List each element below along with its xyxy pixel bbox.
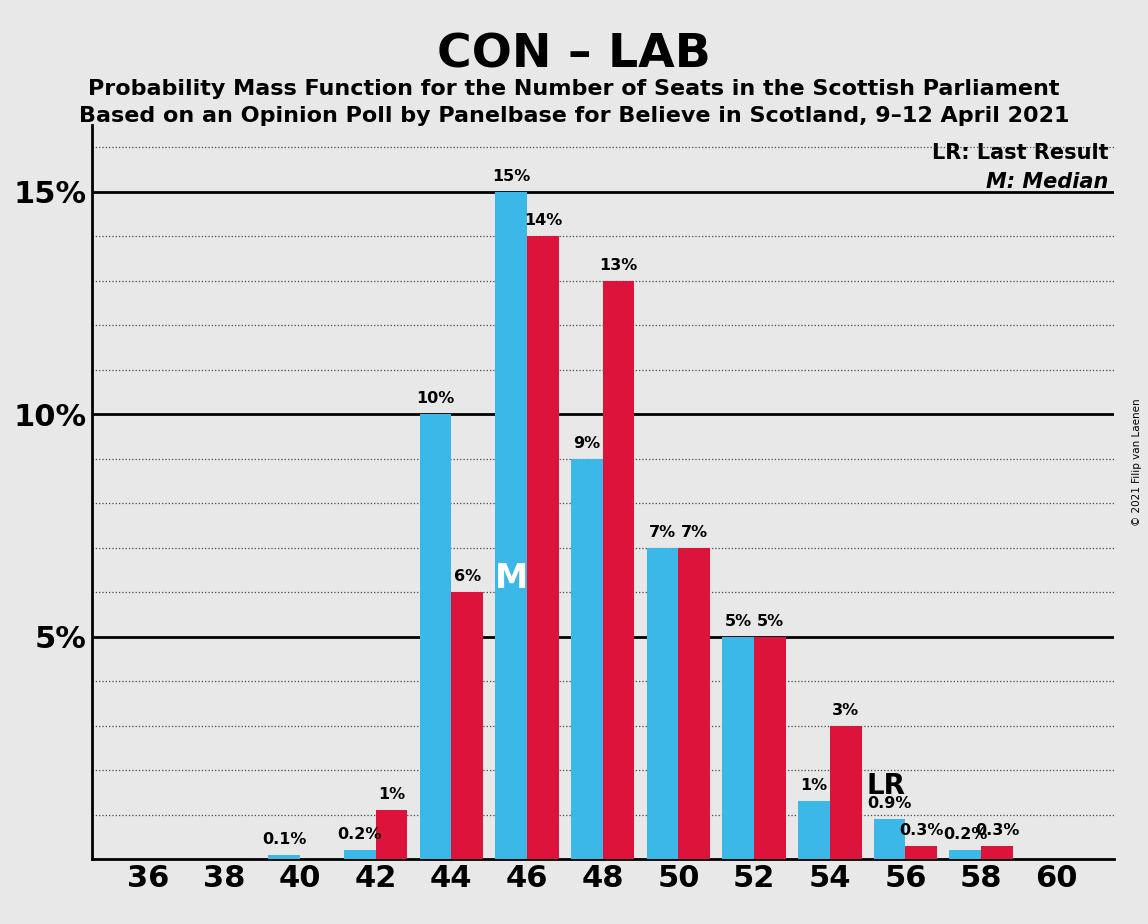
Text: 5%: 5% xyxy=(757,614,784,628)
Text: 6%: 6% xyxy=(453,569,481,584)
Text: 1%: 1% xyxy=(800,778,828,794)
Text: 14%: 14% xyxy=(523,213,563,228)
Text: M: M xyxy=(495,563,528,595)
Text: 10%: 10% xyxy=(417,391,455,407)
Bar xyxy=(982,846,1013,859)
Bar xyxy=(527,236,559,859)
Bar xyxy=(269,855,300,859)
Text: Probability Mass Function for the Number of Seats in the Scottish Parliament: Probability Mass Function for the Number… xyxy=(88,79,1060,99)
Bar xyxy=(451,592,483,859)
Bar xyxy=(830,725,861,859)
Text: 0.9%: 0.9% xyxy=(868,796,912,811)
Bar xyxy=(571,458,603,859)
Text: M: Median: M: Median xyxy=(986,173,1109,192)
Bar xyxy=(798,801,830,859)
Bar xyxy=(603,281,635,859)
Text: © 2021 Filip van Laenen: © 2021 Filip van Laenen xyxy=(1132,398,1142,526)
Bar xyxy=(375,810,408,859)
Text: 0.3%: 0.3% xyxy=(975,823,1019,838)
Text: CON – LAB: CON – LAB xyxy=(437,32,711,78)
Bar xyxy=(874,820,906,859)
Text: 0.2%: 0.2% xyxy=(943,827,987,843)
Text: 1%: 1% xyxy=(378,787,405,802)
Text: 13%: 13% xyxy=(599,258,638,273)
Bar xyxy=(646,548,678,859)
Bar xyxy=(419,414,451,859)
Bar xyxy=(722,637,754,859)
Bar xyxy=(906,846,937,859)
Bar xyxy=(495,191,527,859)
Text: 7%: 7% xyxy=(681,525,708,540)
Text: Based on an Opinion Poll by Panelbase for Believe in Scotland, 9–12 April 2021: Based on an Opinion Poll by Panelbase fo… xyxy=(79,106,1069,127)
Text: 15%: 15% xyxy=(492,168,530,184)
Text: 5%: 5% xyxy=(724,614,752,628)
Bar xyxy=(754,637,786,859)
Text: 0.3%: 0.3% xyxy=(899,823,944,838)
Text: LR: Last Result: LR: Last Result xyxy=(932,143,1109,164)
Bar xyxy=(344,850,375,859)
Text: LR: LR xyxy=(867,772,906,800)
Text: 9%: 9% xyxy=(573,435,600,451)
Text: 0.2%: 0.2% xyxy=(338,827,382,843)
Text: 7%: 7% xyxy=(649,525,676,540)
Bar xyxy=(678,548,711,859)
Text: 3%: 3% xyxy=(832,703,859,718)
Text: 0.1%: 0.1% xyxy=(262,832,307,847)
Bar xyxy=(949,850,982,859)
